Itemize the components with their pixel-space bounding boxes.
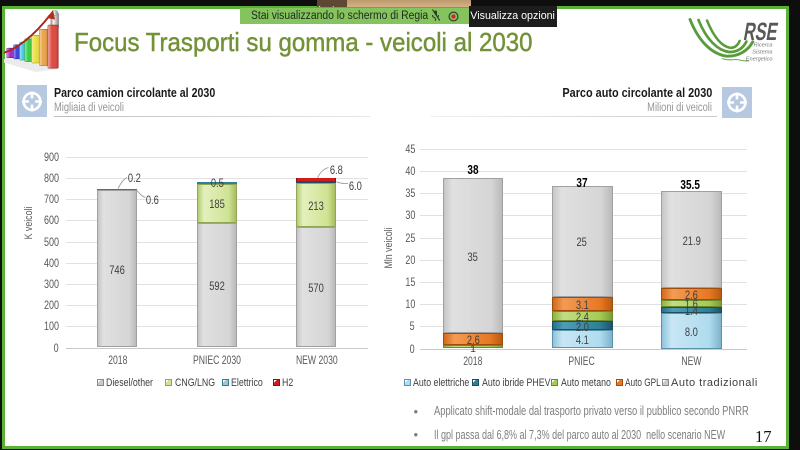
svg-text:Energetico: Energetico <box>746 57 773 63</box>
svg-text:Sistema: Sistema <box>752 50 772 56</box>
svg-text:RSE: RSE <box>742 18 780 46</box>
svg-text:Ricerca: Ricerca <box>754 43 773 49</box>
